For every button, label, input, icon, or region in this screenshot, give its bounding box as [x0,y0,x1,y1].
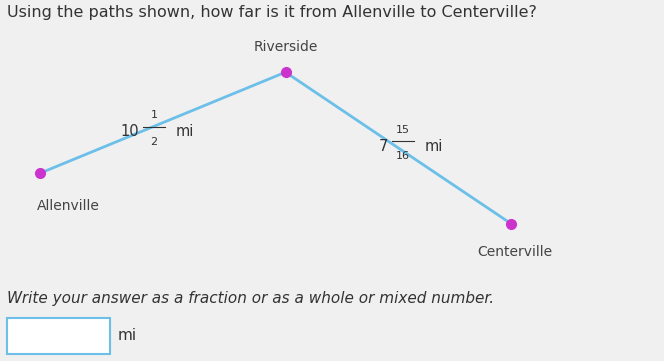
Text: 15: 15 [396,125,410,135]
Text: 10: 10 [121,124,139,139]
Text: Using the paths shown, how far is it from Allenville to Centerville?: Using the paths shown, how far is it fro… [7,5,537,21]
Text: Centerville: Centerville [477,245,552,260]
Text: 16: 16 [396,151,410,161]
Text: 2: 2 [151,137,157,147]
Text: 1: 1 [151,110,157,120]
Text: mi: mi [118,328,137,343]
Text: Riverside: Riverside [254,40,317,54]
Text: mi: mi [176,124,195,139]
Text: mi: mi [425,139,444,154]
Text: Write your answer as a fraction or as a whole or mixed number.: Write your answer as a fraction or as a … [7,291,494,306]
Text: Allenville: Allenville [37,199,100,213]
Text: 7: 7 [379,139,388,154]
FancyBboxPatch shape [7,318,110,354]
